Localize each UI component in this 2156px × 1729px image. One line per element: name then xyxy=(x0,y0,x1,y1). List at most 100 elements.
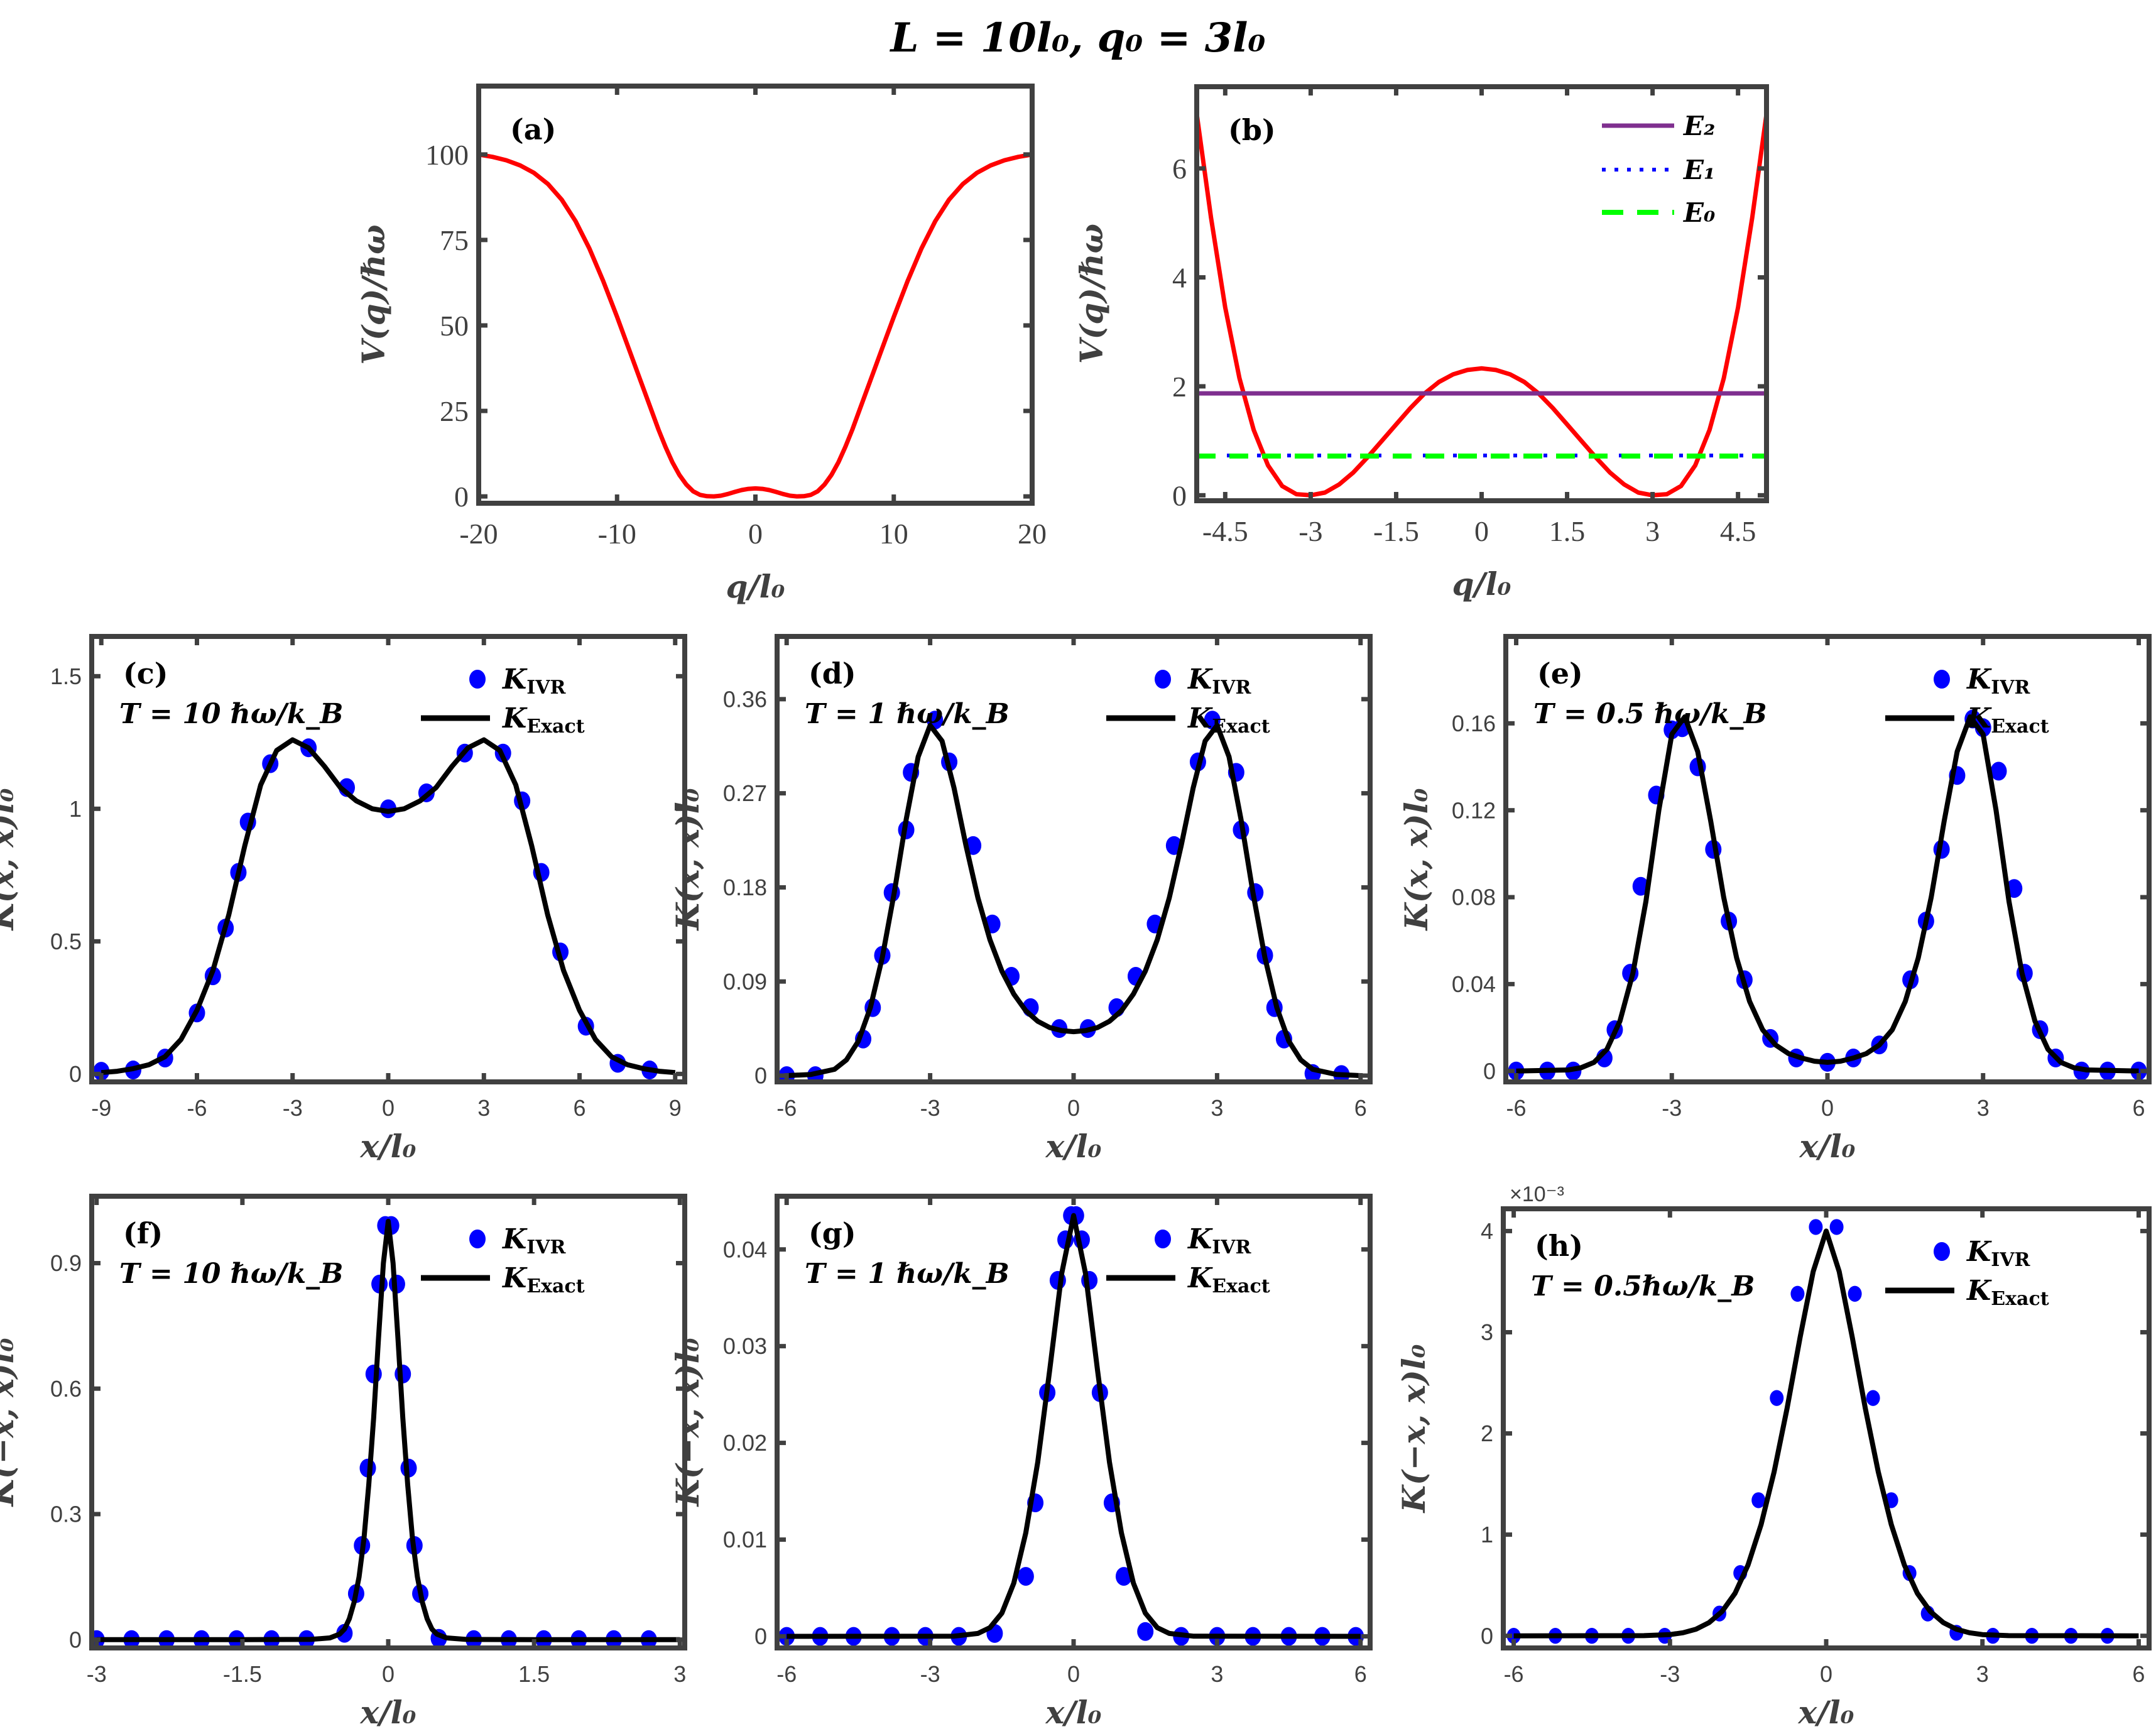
legend-label-ivr: KIVR xyxy=(501,663,567,699)
y-axis-label: K(x, x)l₀ xyxy=(669,788,706,931)
y-axis-label: V(q)/ℏω xyxy=(355,224,392,364)
legend-label-exact: KExact xyxy=(501,702,585,738)
panel-b: -4.5 -3 -1.5 0 1.5 3 4.5 0 2 4 6 q/l₀ V(q)/ℏω (b) E₂ E₁… xyxy=(1073,84,1769,603)
x-tick-label: 3 xyxy=(1211,1095,1223,1121)
x-tick-label: 6 xyxy=(2132,1661,2145,1687)
y-tick-label: 0.08 xyxy=(1452,885,1496,910)
y-tick-label: 0.01 xyxy=(723,1527,767,1552)
x-tick-label: -3 xyxy=(1662,1095,1682,1121)
y-tick-label: 0.04 xyxy=(723,1236,767,1262)
x-axis-label: x/l₀ xyxy=(1045,1128,1102,1165)
temperature-annotation: T = 10 ℏω/k_B xyxy=(119,1258,343,1290)
ivr-marker xyxy=(1770,1390,1784,1406)
x-tick-label: 3 xyxy=(1977,1095,1990,1121)
x-tick-label: 0 xyxy=(382,1661,395,1687)
x-tick-label: -6 xyxy=(1504,1661,1524,1687)
y-tick-label: 1 xyxy=(1481,1522,1493,1547)
axes-frame xyxy=(1194,84,1769,503)
x-tick-label: -1.5 xyxy=(1373,515,1419,547)
y-tick-label: 0 xyxy=(454,481,469,513)
plot-area xyxy=(778,1206,1364,1646)
panel-label: (c) xyxy=(123,657,168,690)
ivr-marker xyxy=(1829,1219,1844,1235)
x-tick-label: 0 xyxy=(1067,1095,1080,1121)
plot-area xyxy=(778,711,1361,1082)
x-tick-label: -4.5 xyxy=(1202,515,1248,547)
ivr-marker xyxy=(1809,1219,1823,1235)
legend-label-exact: KExact xyxy=(1187,702,1270,738)
plot-area xyxy=(1508,709,2147,1081)
ivr-marker xyxy=(1866,1390,1880,1406)
x-tick-label: -3 xyxy=(283,1095,303,1121)
y-tick-label: 0.6 xyxy=(50,1376,82,1402)
x-tick-label: -10 xyxy=(598,518,636,550)
y-tick-label: 50 xyxy=(440,310,469,342)
y-tick-label: 0 xyxy=(754,1623,767,1649)
plot-area xyxy=(479,152,1032,499)
y-tick-label: 0.5 xyxy=(50,929,82,954)
legend-marker-ivr xyxy=(1934,1242,1950,1261)
x-tick-label: 9 xyxy=(669,1095,682,1121)
potential-curve xyxy=(479,152,1032,499)
y-tick-label: 3 xyxy=(1481,1319,1493,1345)
temperature-annotation: T = 1 ℏω/k_B xyxy=(805,698,1010,730)
y-tick-label: 1 xyxy=(69,796,82,822)
x-tick-label: -1.5 xyxy=(223,1661,262,1687)
panel-label: (h) xyxy=(1535,1229,1583,1263)
y-tick-label: 1.5 xyxy=(50,663,82,689)
legend-label-exact: KExact xyxy=(1187,1262,1270,1297)
y-tick-label: 0.16 xyxy=(1452,711,1496,736)
y-tick-label: 0 xyxy=(1172,479,1187,511)
y-tick-label: 0 xyxy=(1483,1058,1496,1084)
panel-label: (d) xyxy=(808,657,856,690)
ivr-marker xyxy=(1017,1567,1034,1586)
y-tick-label: 0 xyxy=(69,1627,82,1652)
legend-label-ivr: KIVR xyxy=(1966,1236,2031,1271)
x-tick-label: 3 xyxy=(1211,1661,1223,1687)
y-tick-label: 6 xyxy=(1172,153,1187,185)
y-tick-label: 0.36 xyxy=(723,686,767,712)
y-tick-label: 4 xyxy=(1481,1218,1493,1244)
y-axis-label: K(−x, x)l₀ xyxy=(1395,1344,1432,1514)
x-tick-label: -3 xyxy=(87,1661,107,1687)
ivr-marker xyxy=(1990,761,2007,781)
y-tick-label: 0.02 xyxy=(723,1430,767,1456)
x-tick-label: -6 xyxy=(776,1661,797,1687)
y-tick-label: 0.12 xyxy=(1452,797,1496,823)
legend-marker-ivr xyxy=(469,670,486,689)
legend-label: E₀ xyxy=(1683,197,1715,228)
ivr-marker xyxy=(380,799,396,819)
exact-curve xyxy=(1513,1228,2139,1639)
x-tick-label: 0 xyxy=(748,518,763,550)
panel-label: (a) xyxy=(510,112,556,146)
panel-c: -9 -6 -3 0 3 6 9 0 0.5 1 1.5 x/l₀ K(x, x)l₀ (c) T = 10… xyxy=(0,634,687,1165)
legend-marker-ivr xyxy=(1155,670,1171,689)
x-tick-label: -6 xyxy=(1506,1095,1527,1121)
panel-f: -3 -1.5 0 1.5 3 0 0.3 0.6 0.9 x/l₀ K(−x, x)l₀ (f) T … xyxy=(0,1194,687,1729)
exact-curve xyxy=(101,737,676,1076)
y-tick-label: 25 xyxy=(440,395,469,427)
y-tick-label: 0 xyxy=(1481,1623,1493,1649)
x-axis-label: q/l₀ xyxy=(1452,565,1511,603)
x-axis-label: x/l₀ xyxy=(360,1128,416,1165)
y-tick-label: 2 xyxy=(1172,371,1187,403)
legend-marker-ivr xyxy=(1934,670,1950,689)
panel-g: -6 -3 0 3 6 0 0.01 0.02 0.03 0.04 x/l₀ K(−x, x)l₀ (g… xyxy=(669,1194,1373,1729)
legend-label-exact: KExact xyxy=(1966,702,2049,738)
x-tick-label: 3 xyxy=(477,1095,490,1121)
ivr-marker xyxy=(1632,876,1649,896)
x-tick-label: 4.5 xyxy=(1720,515,1756,547)
panel-label: (f) xyxy=(123,1216,163,1250)
x-axis-label: x/l₀ xyxy=(1799,1128,1856,1165)
y-axis-label: K(−x, x)l₀ xyxy=(669,1338,706,1507)
y-tick-label: 0.03 xyxy=(723,1333,767,1359)
x-tick-label: 0 xyxy=(1821,1095,1834,1121)
y-axis-label: V(q)/ℏω xyxy=(1073,224,1110,364)
legend: E₂ E₁ E₀ xyxy=(1602,111,1715,228)
plot-area xyxy=(92,1216,680,1648)
